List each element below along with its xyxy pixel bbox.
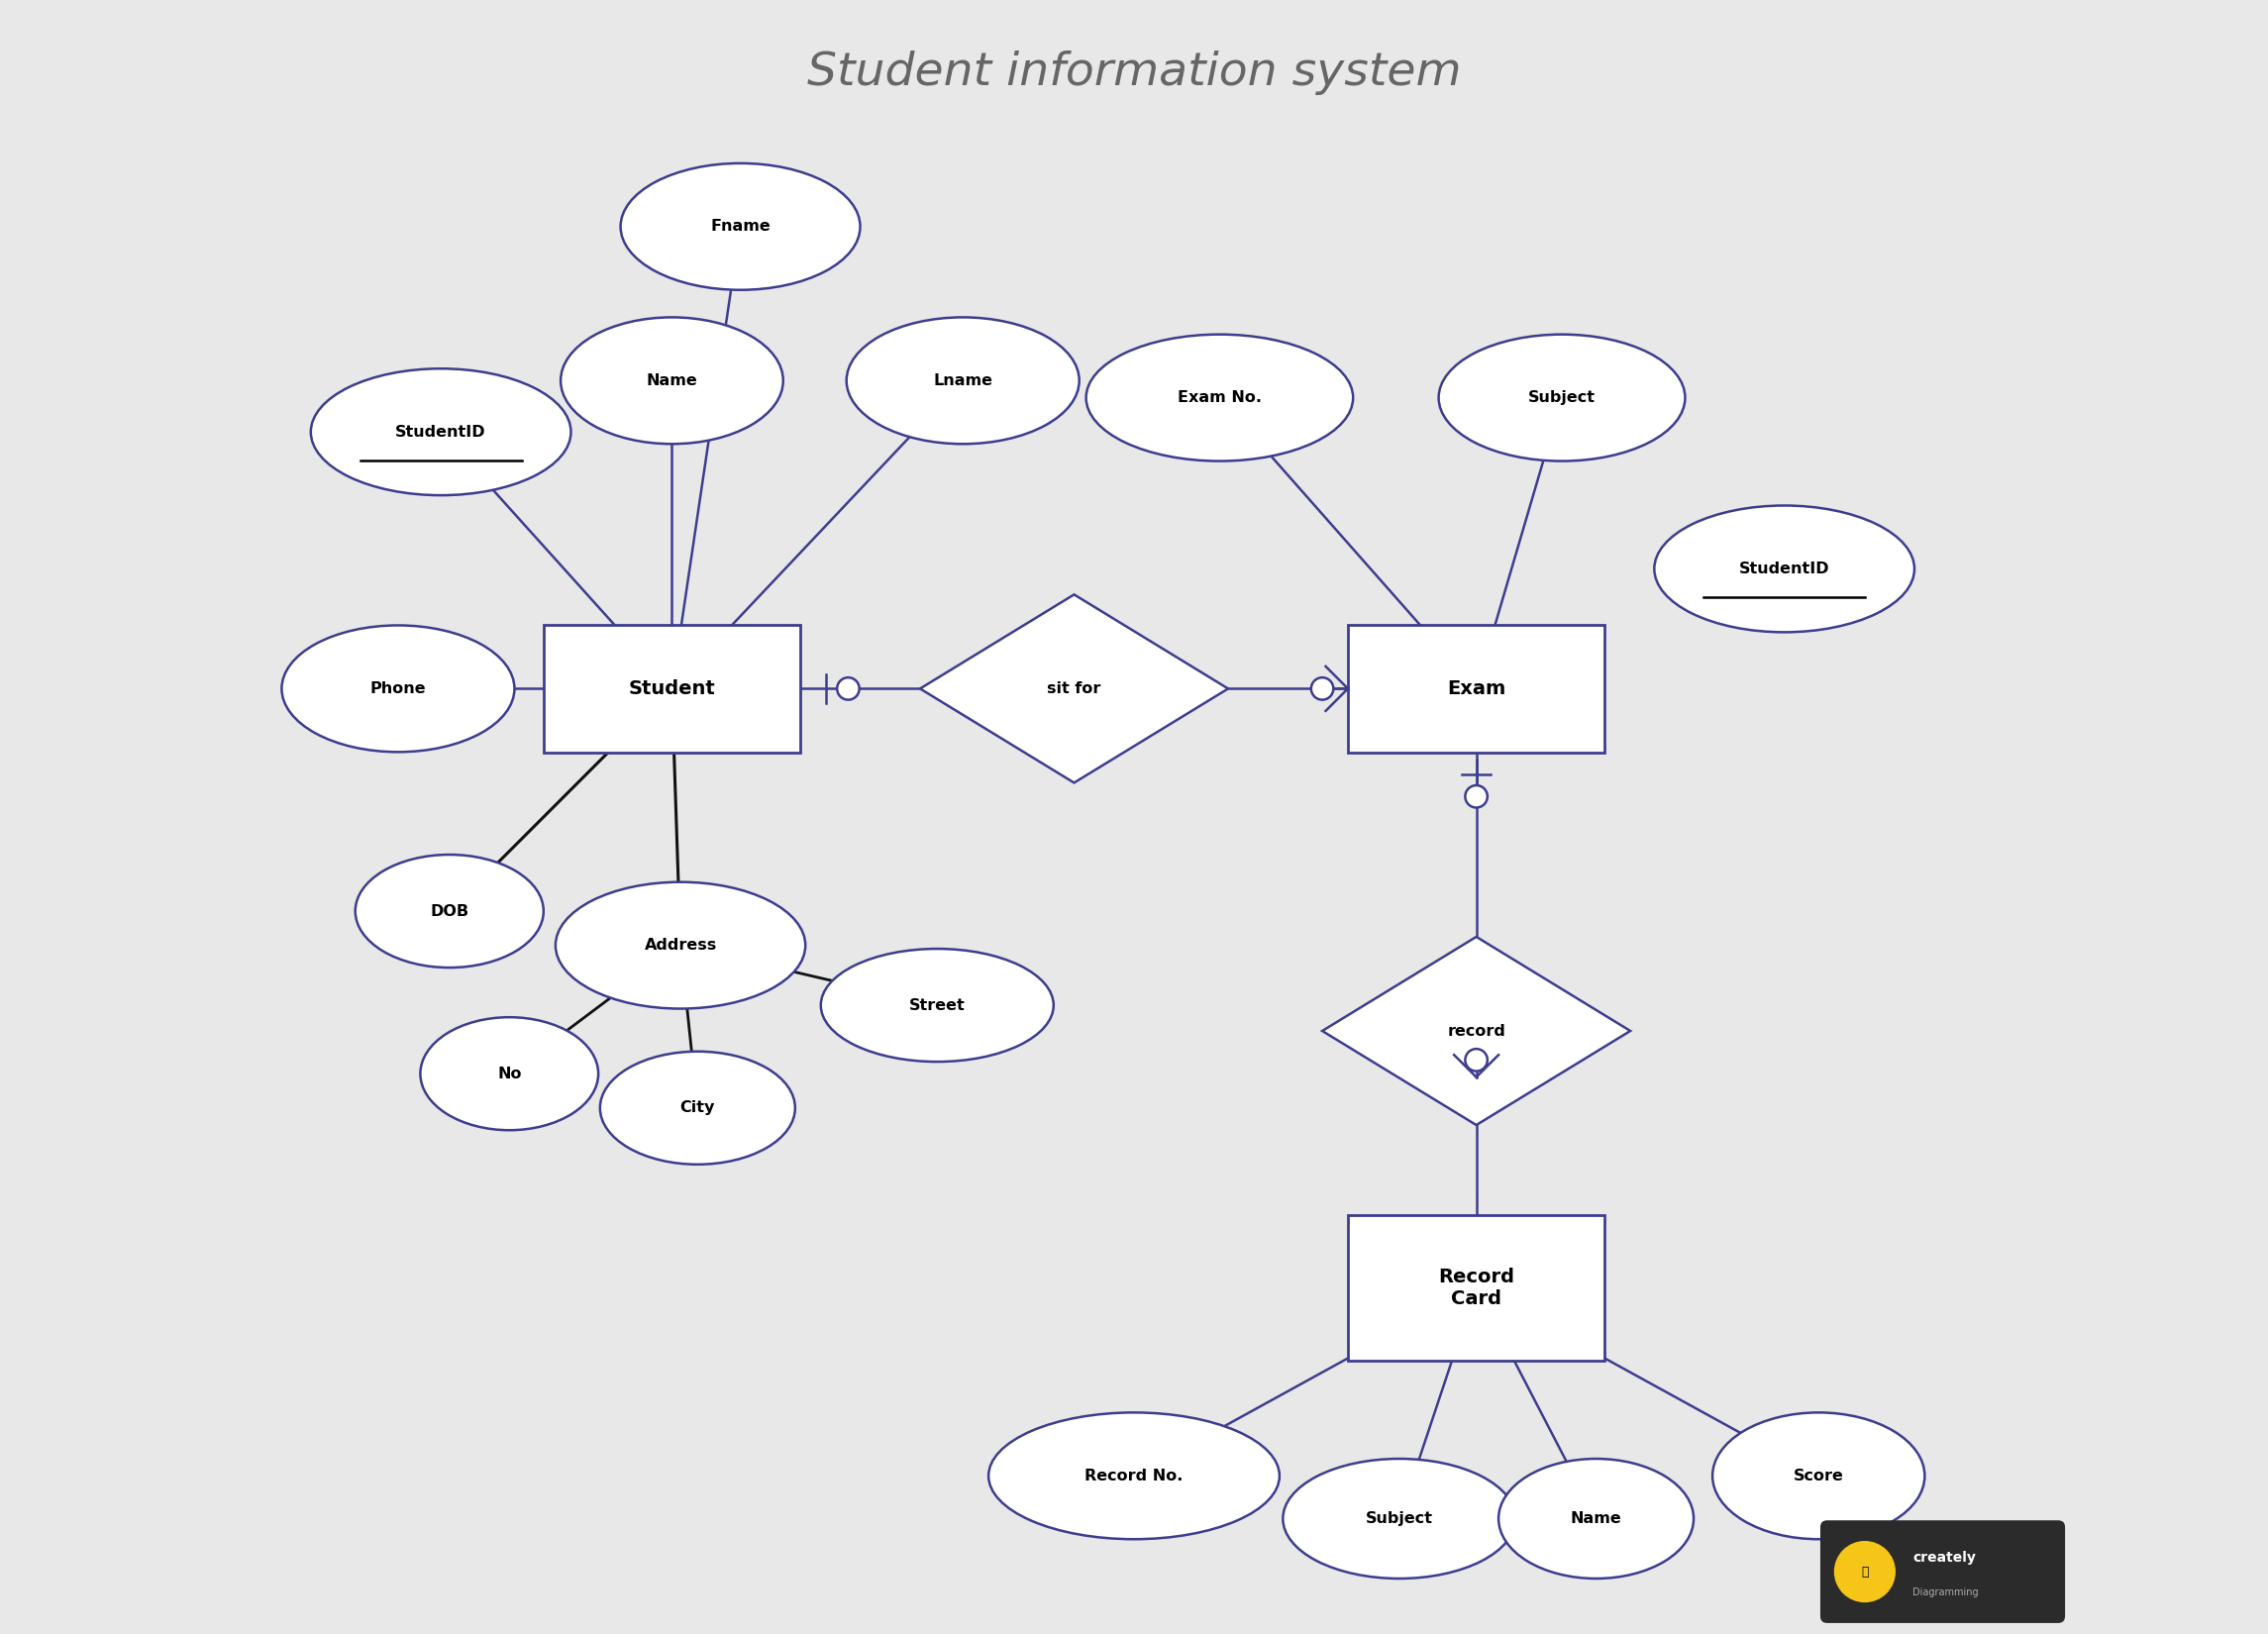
Text: DOB: DOB [431, 904, 469, 918]
Text: Address: Address [644, 938, 717, 953]
Text: Name: Name [1569, 1511, 1622, 1526]
Text: Record No.: Record No. [1084, 1469, 1184, 1484]
Ellipse shape [356, 855, 544, 967]
Text: record: record [1447, 1023, 1506, 1038]
Ellipse shape [420, 1018, 599, 1131]
Text: Fname: Fname [710, 219, 771, 234]
Text: Street: Street [909, 998, 966, 1013]
Text: sit for: sit for [1048, 681, 1100, 696]
Ellipse shape [1284, 1459, 1515, 1578]
Ellipse shape [1653, 505, 1914, 632]
Text: City: City [680, 1100, 714, 1116]
Circle shape [837, 678, 860, 699]
Ellipse shape [281, 626, 515, 752]
Text: Phone: Phone [370, 681, 426, 696]
Ellipse shape [989, 1412, 1279, 1539]
Text: Student: Student [628, 680, 714, 698]
Polygon shape [1322, 936, 1631, 1126]
Text: Lname: Lname [932, 373, 993, 387]
Text: Diagramming: Diagramming [1912, 1587, 1978, 1596]
Ellipse shape [556, 882, 805, 1008]
Text: Name: Name [646, 373, 699, 387]
Text: Score: Score [1794, 1469, 1844, 1484]
FancyBboxPatch shape [1347, 1216, 1606, 1361]
Polygon shape [921, 595, 1229, 783]
Circle shape [1311, 678, 1334, 699]
Ellipse shape [601, 1051, 796, 1165]
Text: Subject: Subject [1365, 1511, 1433, 1526]
FancyBboxPatch shape [1347, 624, 1606, 753]
Circle shape [1835, 1541, 1896, 1603]
Ellipse shape [1438, 335, 1685, 461]
Ellipse shape [846, 317, 1080, 444]
Text: 💡: 💡 [1862, 1565, 1869, 1578]
Ellipse shape [311, 369, 572, 495]
Text: Record
Card: Record Card [1438, 1268, 1515, 1307]
Text: creately: creately [1912, 1551, 1975, 1565]
Text: Student information system: Student information system [807, 51, 1461, 95]
FancyBboxPatch shape [544, 624, 801, 753]
Text: Subject: Subject [1529, 391, 1597, 405]
Text: StudentID: StudentID [1740, 562, 1830, 577]
Circle shape [1465, 1049, 1488, 1072]
Ellipse shape [1499, 1459, 1694, 1578]
Text: No: No [497, 1067, 522, 1082]
Ellipse shape [821, 949, 1055, 1062]
Text: Exam: Exam [1447, 680, 1506, 698]
Text: Exam No.: Exam No. [1177, 391, 1261, 405]
Ellipse shape [1086, 335, 1354, 461]
Text: StudentID: StudentID [395, 425, 485, 440]
Ellipse shape [560, 317, 782, 444]
Circle shape [1465, 786, 1488, 807]
Ellipse shape [621, 163, 860, 289]
FancyBboxPatch shape [1821, 1520, 2066, 1623]
Ellipse shape [1712, 1412, 1926, 1539]
